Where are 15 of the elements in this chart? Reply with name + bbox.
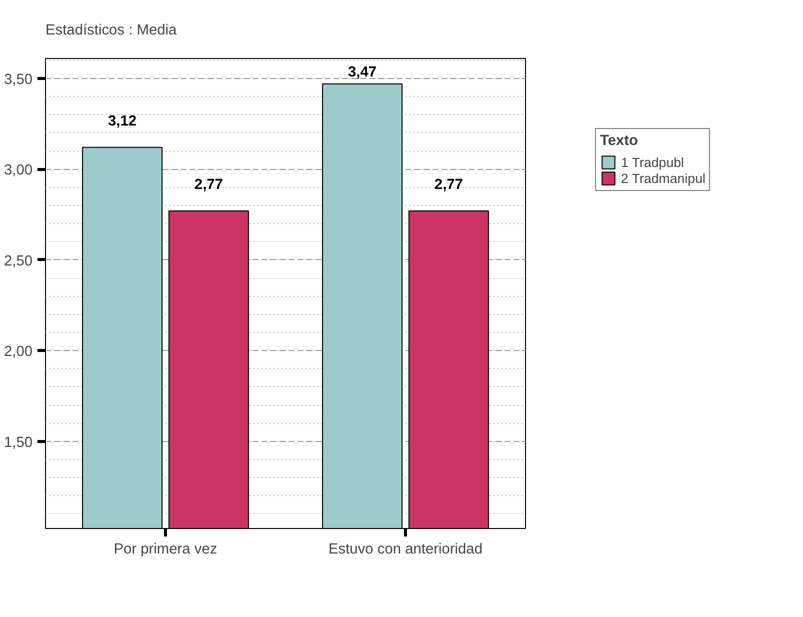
legend-label: 1 Tradpubl <box>621 154 684 170</box>
y-tick-label: 3,00 <box>4 162 33 179</box>
data-label: 2,77 <box>434 176 463 193</box>
x-tick-label: Por primera vez <box>114 542 218 558</box>
y-tick-label: 2,00 <box>4 344 33 360</box>
data-label: 3,12 <box>108 113 137 130</box>
x-tick-label: Estuvo con anterioridad <box>328 542 482 558</box>
legend-title: Texto <box>600 133 640 149</box>
data-label: 2,77 <box>194 176 223 193</box>
y-tick-label: 1,50 <box>4 434 33 451</box>
y-tick-label: 2,50 <box>4 253 33 270</box>
chart-title: Estadísticos : Media <box>46 22 178 38</box>
data-label: 3,47 <box>348 64 377 80</box>
y-tick-label: 3,50 <box>4 72 33 88</box>
legend-label: 2 Tradmanipul <box>621 170 706 186</box>
